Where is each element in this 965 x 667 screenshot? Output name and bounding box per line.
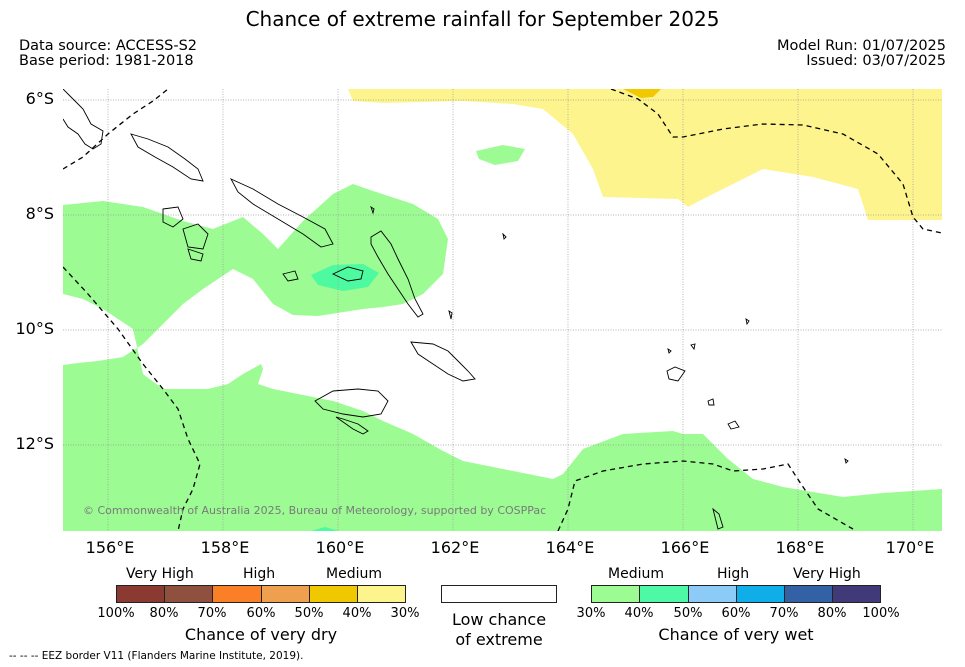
eez-border-solomons-north	[610, 89, 942, 234]
small-island-7	[712, 507, 724, 530]
wet-tick-40: 40%	[624, 606, 654, 621]
dry-tick-60: 60%	[246, 606, 276, 621]
new-georgia-coast	[162, 206, 209, 262]
dry-tick-50: 50%	[294, 606, 324, 621]
utupua-coast	[707, 398, 715, 406]
dry-legend-caption: Chance of very dry	[184, 625, 338, 644]
wet-region-30-40-patch	[476, 145, 525, 165]
copyright-notice: © Commonwealth of Australia 2025, Bureau…	[83, 504, 546, 517]
dry-tick-80: 80%	[149, 606, 179, 621]
eez-footnote: -- -- -- EEZ border V11 (Flanders Marine…	[9, 650, 304, 662]
rennell-coast	[335, 416, 369, 435]
lon-label-160e: 160°E	[315, 538, 365, 557]
low-chance-caption-line1: Low chance	[451, 610, 547, 629]
dry-region-40-50	[623, 89, 661, 98]
dry-swatch-100-80	[116, 585, 165, 603]
dry-swatch-40-30	[357, 585, 406, 603]
lon-label-166e: 166°E	[660, 538, 710, 557]
wet-legend-very-high: Very High	[793, 566, 861, 582]
wet-region-40-50-south	[311, 527, 339, 531]
wet-legend-caption: Chance of very wet	[658, 625, 814, 644]
graticule	[63, 89, 942, 531]
lat-label-10s: 10°S	[15, 319, 54, 338]
santa-isabel-coast	[229, 178, 334, 248]
lat-label-8s: 8°S	[25, 204, 54, 223]
run-info: Model Run: 01/07/2025 Issued: 03/07/2025	[777, 39, 946, 69]
lon-label-162e: 162°E	[430, 538, 480, 557]
dry-tick-70: 70%	[197, 606, 227, 621]
small-island-4	[502, 232, 507, 240]
lat-label-6s: 6°S	[25, 89, 54, 108]
small-island-8	[844, 457, 849, 464]
wet-swatch-80-100	[832, 585, 881, 603]
small-island-6	[448, 309, 453, 320]
data-source: Data source: ACCESS-S2	[19, 38, 198, 54]
eez-borders	[63, 89, 942, 531]
coastlines	[63, 89, 849, 530]
wet-region-30-40-main	[63, 184, 942, 531]
dry-legend-medium: Medium	[326, 566, 382, 582]
map-title: Chance of extreme rainfall for September…	[245, 7, 720, 31]
dry-region-30-40	[348, 89, 942, 220]
lon-label-158e: 158°E	[200, 538, 250, 557]
dry-tick-40: 40%	[342, 606, 372, 621]
wet-tick-60: 60%	[721, 606, 751, 621]
data-info: Data source: ACCESS-S2 Base period: 1981…	[19, 39, 197, 69]
vanikoro-coast	[727, 420, 740, 430]
dry-swatch-60-50	[261, 585, 310, 603]
guadalcanal-coast	[314, 388, 389, 418]
choiseul-coast	[130, 133, 204, 182]
wet-tick-50: 50%	[673, 606, 703, 621]
wet-swatch-70-80	[784, 585, 833, 603]
base-period: Base period: 1981-2018	[19, 53, 194, 69]
lon-label-168e: 168°E	[775, 538, 825, 557]
wet-tick-100: 100%	[862, 606, 900, 621]
wet-tick-30: 30%	[576, 606, 606, 621]
dry-tick-100: 100%	[97, 606, 135, 621]
eez-border-west-south	[63, 266, 201, 531]
small-island-5	[370, 205, 375, 215]
wet-swatch-50-60	[688, 585, 737, 603]
lat-label-12s: 12°S	[15, 434, 54, 453]
dry-tick-30: 30%	[390, 606, 420, 621]
bougainville-coast	[63, 89, 104, 150]
small-island-3	[667, 347, 672, 354]
wet-legend-medium: Medium	[608, 566, 664, 582]
low-chance-caption: Low chance of extreme	[441, 610, 557, 650]
malaita-coast	[370, 230, 424, 318]
small-island-1	[745, 318, 750, 326]
lon-label-170e: 170°E	[885, 538, 935, 557]
small-island-2	[690, 343, 696, 351]
low-chance-swatch	[441, 585, 557, 603]
wet-swatch-30-40	[591, 585, 640, 603]
wet-swatch-40-50	[639, 585, 689, 603]
temotu-coast	[666, 366, 686, 382]
lon-label-164e: 164°E	[545, 538, 595, 557]
issued-date: Issued: 03/07/2025	[806, 53, 946, 69]
lon-label-156e: 156°E	[85, 538, 135, 557]
russell-islands-coast	[282, 270, 299, 282]
dry-swatch-80-70	[164, 585, 213, 603]
dry-swatch-70-60	[212, 585, 262, 603]
dry-swatch-50-40	[309, 585, 358, 603]
florida-islands-coast	[331, 266, 364, 282]
wet-swatch-60-70	[736, 585, 785, 603]
eez-border-png-solomons	[63, 89, 169, 170]
wet-tick-80: 80%	[817, 606, 847, 621]
wet-legend-high: High	[717, 566, 750, 582]
dry-legend-high: High	[243, 566, 276, 582]
model-run: Model Run: 01/07/2025	[776, 38, 946, 54]
wet-tick-70: 70%	[769, 606, 799, 621]
dry-legend-very-high: Very High	[126, 566, 194, 582]
low-chance-caption-line2: of extreme	[455, 630, 543, 649]
rainfall-map: © Commonwealth of Australia 2025, Bureau…	[63, 89, 942, 531]
eez-border-vanuatu	[557, 460, 854, 531]
makira-coast	[410, 341, 476, 382]
